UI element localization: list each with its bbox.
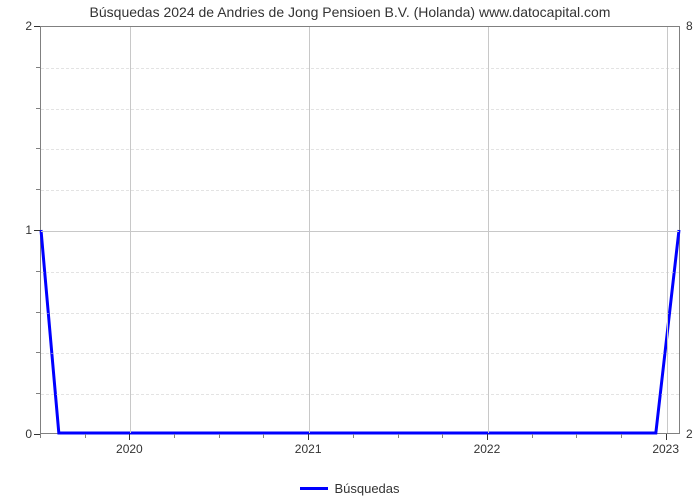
y-tick-major [34, 26, 40, 27]
y-tick-minor [36, 108, 40, 109]
grid-horizontal-minor [41, 272, 679, 273]
x-tick-minor [442, 434, 443, 438]
plot-area [40, 26, 680, 434]
x-tick-major [487, 434, 488, 440]
x-tick-major [666, 434, 667, 440]
grid-horizontal-minor [41, 68, 679, 69]
y-tick-minor [36, 271, 40, 272]
series-line [41, 230, 679, 433]
x-tick-minor [532, 434, 533, 438]
x-tick-minor [40, 434, 41, 438]
y-tick-minor [36, 393, 40, 394]
legend: Búsquedas [0, 478, 700, 496]
x-tick-minor [576, 434, 577, 438]
grid-horizontal-minor [41, 394, 679, 395]
chart-container: Búsquedas 2024 de Andries de Jong Pensio… [0, 0, 700, 500]
y-tick-major [34, 434, 40, 435]
x-tick-label: 2022 [474, 442, 501, 456]
legend-label: Búsquedas [334, 481, 399, 496]
y-tick-minor [36, 189, 40, 190]
y-tick-minor [36, 312, 40, 313]
grid-vertical [488, 27, 489, 433]
legend-item: Búsquedas [300, 481, 399, 496]
grid-horizontal [41, 231, 679, 232]
x-tick-minor [85, 434, 86, 438]
x-tick-major [129, 434, 130, 440]
legend-swatch [300, 487, 328, 490]
y-tick-label: 2 [18, 19, 32, 33]
grid-horizontal-minor [41, 353, 679, 354]
x-tick-minor [353, 434, 354, 438]
x-tick-minor [263, 434, 264, 438]
chart-title: Búsquedas 2024 de Andries de Jong Pensio… [0, 4, 700, 20]
grid-horizontal-minor [41, 149, 679, 150]
grid-horizontal-minor [41, 190, 679, 191]
x-tick-label: 2020 [116, 442, 143, 456]
line-series [41, 27, 679, 433]
x-tick-label: 2023 [652, 442, 679, 456]
grid-vertical [130, 27, 131, 433]
y-tick-minor [36, 352, 40, 353]
y-tick-minor [36, 148, 40, 149]
y-tick-major [34, 230, 40, 231]
x-tick-minor [398, 434, 399, 438]
grid-horizontal-minor [41, 109, 679, 110]
grid-horizontal-minor [41, 313, 679, 314]
x-tick-major [308, 434, 309, 440]
x-tick-minor [174, 434, 175, 438]
x-tick-minor [219, 434, 220, 438]
grid-vertical [309, 27, 310, 433]
y-tick-label: 1 [18, 223, 32, 237]
y2-tick-label: 2 [686, 427, 693, 441]
x-tick-label: 2021 [295, 442, 322, 456]
y2-tick-label: 8 [686, 19, 693, 33]
y-tick-minor [36, 67, 40, 68]
x-tick-minor [621, 434, 622, 438]
grid-vertical [667, 27, 668, 433]
y-tick-label: 0 [18, 427, 32, 441]
